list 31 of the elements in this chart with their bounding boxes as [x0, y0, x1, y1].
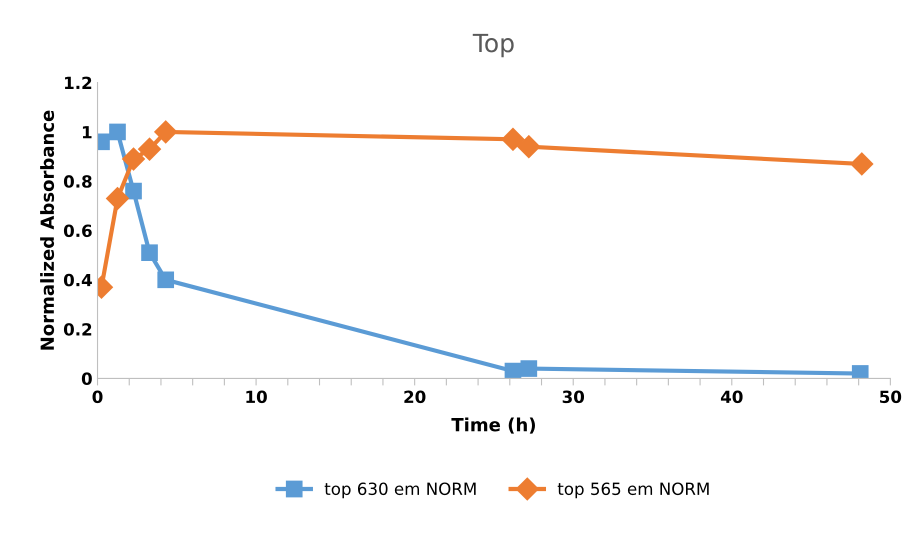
x-tick-label: 50 — [880, 390, 902, 404]
y-axis-title: Normalized Absorbance — [40, 110, 54, 350]
legend-label: top 630 em NORM — [324, 482, 476, 498]
y-tick-label: 0.4 — [64, 274, 92, 286]
point — [109, 124, 126, 140]
y-tick-label: 1.2 — [65, 76, 92, 89]
point — [106, 186, 129, 210]
point — [125, 182, 142, 200]
y-tick-label: 0.2 — [64, 323, 92, 336]
point — [501, 128, 524, 151]
x-tick-label: 30 — [562, 390, 584, 404]
y-tick-label: 0 — [82, 372, 92, 385]
point — [154, 120, 178, 144]
point — [517, 135, 540, 158]
chart-title: Top — [472, 34, 514, 58]
x-tick-label: 20 — [404, 390, 426, 404]
point — [122, 148, 146, 171]
x-tick-label: 40 — [720, 390, 743, 404]
point — [138, 138, 162, 161]
point — [504, 362, 522, 378]
y-tick-label: 1 — [82, 126, 92, 138]
legend-label: top 565 em NORM — [558, 482, 709, 498]
x-tick-label: 0 — [92, 390, 103, 404]
y-tick-label: 0.8 — [64, 175, 92, 188]
point — [141, 244, 158, 262]
point — [520, 360, 538, 377]
x-tick-label: 10 — [246, 390, 267, 404]
y-tick-label: 0.6 — [64, 224, 92, 238]
point — [850, 152, 874, 176]
point — [157, 271, 174, 288]
x-axis-title: Time (h) — [451, 417, 535, 434]
